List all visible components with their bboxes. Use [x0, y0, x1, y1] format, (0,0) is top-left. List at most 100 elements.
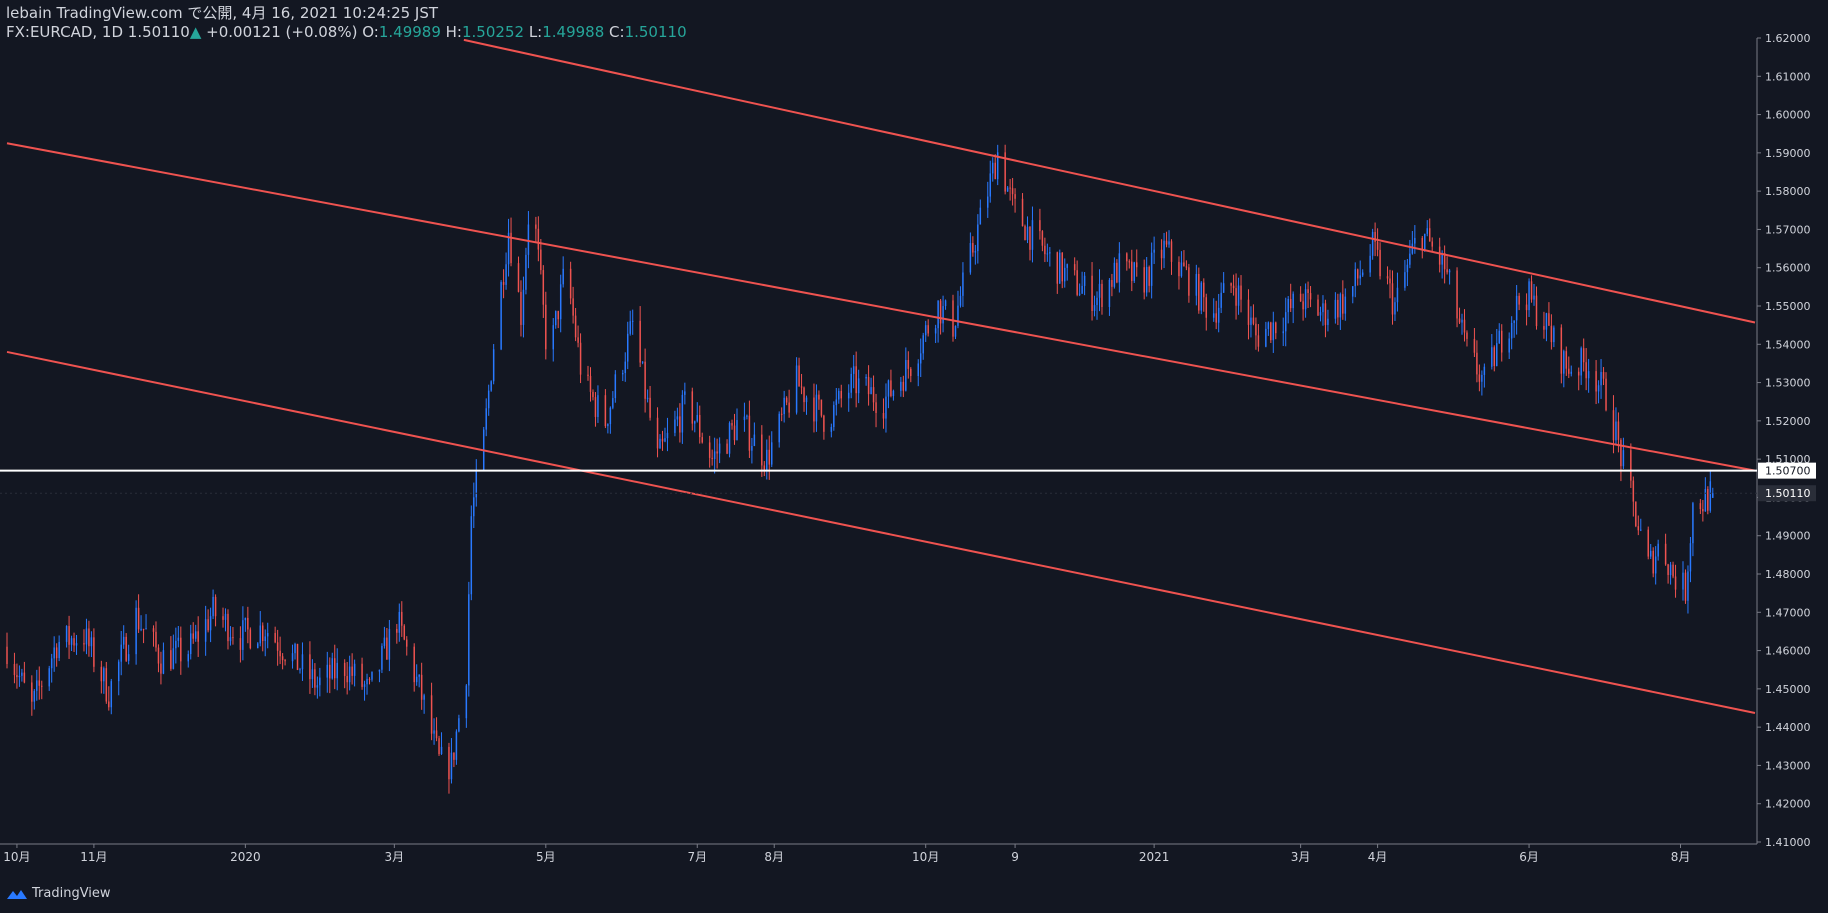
candle-body [284, 660, 286, 662]
candle-body [189, 633, 192, 655]
candle-body [1185, 266, 1188, 268]
candle-body [1635, 501, 1637, 527]
y-tick-label: 1.47000 [1765, 606, 1811, 619]
candle-body [1493, 347, 1496, 367]
x-tick-label: 6月 [1519, 850, 1539, 864]
candle-body [1379, 249, 1381, 277]
candle-body [1359, 275, 1361, 279]
candle-body [31, 682, 33, 702]
candle-body [1431, 241, 1433, 247]
candle-body [934, 328, 937, 334]
candle-body [1044, 245, 1046, 255]
candle-body [890, 380, 892, 396]
candle-body [684, 391, 686, 395]
symbol-label[interactable]: FX:EURCAD, 1D [6, 23, 124, 41]
candle-body [261, 625, 264, 641]
candle-body [1483, 366, 1486, 375]
candle-body [552, 325, 554, 350]
candle-body [989, 173, 991, 197]
candle-body [1515, 295, 1518, 321]
candle-body [1684, 572, 1687, 601]
candle-body [1113, 262, 1116, 287]
candle-body [1667, 564, 1669, 575]
candle-body [1657, 543, 1659, 557]
candle-body [800, 386, 803, 388]
candle-body [383, 637, 386, 646]
candle-body [1257, 335, 1260, 347]
candle-body [1056, 252, 1059, 284]
candle-body [1476, 352, 1478, 375]
candle-body [604, 395, 607, 427]
candle-body [247, 617, 249, 630]
candle-body [771, 442, 773, 465]
candle-body [145, 628, 147, 630]
candle-body [1096, 297, 1098, 306]
candle-body [1406, 264, 1409, 273]
candle-body [1118, 253, 1121, 283]
candle-body [1513, 320, 1515, 323]
candle-body [1041, 231, 1044, 246]
candle-body [430, 695, 433, 734]
candle-body [83, 643, 85, 645]
candle-body [865, 376, 867, 379]
candle-body [798, 365, 800, 387]
candle-body [753, 434, 756, 446]
candle-body [1414, 237, 1416, 244]
candle-body [180, 637, 182, 662]
candle-body [1458, 318, 1461, 323]
candle-body [468, 594, 470, 686]
candle-body [639, 320, 641, 363]
candle-body [979, 207, 982, 225]
candle-body [1108, 279, 1111, 307]
candle-body [522, 289, 525, 325]
ohlc-line: FX:EURCAD, 1D 1.50110▲ +0.00121 (+0.08%)… [6, 23, 687, 42]
candle-body [696, 415, 699, 422]
candle-body [1078, 293, 1081, 295]
candle-body [607, 424, 609, 427]
candle-body [577, 337, 579, 343]
candle-body [1615, 421, 1617, 441]
candle-body [1652, 550, 1654, 574]
candle-body [1021, 198, 1024, 227]
candle-body [624, 361, 627, 373]
candle-body [438, 738, 440, 755]
candle-body [291, 653, 294, 662]
candle-body [475, 470, 478, 498]
candle-body [957, 305, 959, 326]
chart-header: lebain TradingView.com で公開, 4月 16, 2021 … [6, 4, 687, 42]
candle-body [249, 629, 252, 649]
candle-body [433, 730, 435, 734]
candle-body [73, 638, 75, 646]
candle-body [1168, 241, 1170, 245]
candle-body [527, 224, 530, 255]
candle-body [142, 628, 145, 630]
candle-body [656, 417, 659, 449]
candle-body [537, 228, 540, 250]
candle-body [1664, 543, 1667, 565]
candle-body [1699, 503, 1702, 510]
candle-body [872, 387, 875, 403]
candle-body [366, 678, 368, 685]
y-tick-label: 1.49000 [1765, 530, 1811, 543]
candle-body [177, 637, 180, 641]
footer-brand[interactable]: TradingView [6, 886, 111, 901]
candle-body [1160, 249, 1163, 259]
candle-body [299, 669, 301, 671]
candle-body [413, 646, 415, 683]
candle-body [1352, 286, 1354, 297]
candle-body [614, 374, 617, 399]
candle-body [1530, 281, 1533, 300]
upper-channel-line [463, 38, 1756, 324]
candle-body [244, 617, 247, 621]
candle-body [1200, 282, 1203, 311]
y-tick-label: 1.58000 [1765, 185, 1811, 198]
candle-body [331, 658, 334, 679]
candle-body [991, 162, 994, 174]
candle-body [207, 619, 209, 631]
candle-body [622, 372, 624, 375]
candle-body [1024, 226, 1026, 241]
candle-body [1046, 253, 1049, 255]
candle-body [415, 676, 418, 683]
